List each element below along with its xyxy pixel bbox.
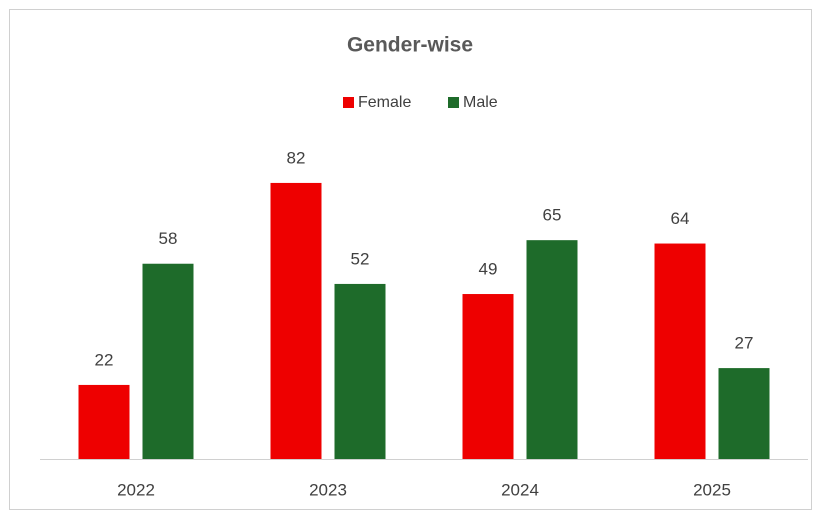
x-tick-label: 2024 [501, 480, 539, 499]
data-label: 64 [671, 209, 690, 228]
legend-label: Male [463, 94, 498, 111]
bar [718, 368, 770, 459]
legend-swatch [448, 97, 459, 108]
data-label: 65 [543, 206, 562, 225]
bar [270, 182, 322, 459]
data-label: 58 [159, 229, 178, 248]
x-tick-label: 2023 [309, 480, 347, 499]
data-label: 52 [351, 249, 370, 268]
data-label: 49 [479, 260, 498, 279]
bar [142, 263, 194, 459]
chart-title: Gender-wise [347, 34, 473, 57]
x-tick-label: 2022 [117, 480, 155, 499]
bar [334, 283, 386, 459]
x-tick-label: 2025 [693, 480, 731, 499]
data-label: 27 [735, 334, 754, 353]
bar [462, 294, 514, 459]
data-label: 82 [287, 148, 306, 167]
bar [526, 240, 578, 459]
legend-label: Female [358, 94, 411, 111]
legend-swatch [343, 97, 354, 108]
bar [654, 243, 706, 459]
bar [78, 384, 130, 459]
data-label: 22 [95, 350, 114, 369]
